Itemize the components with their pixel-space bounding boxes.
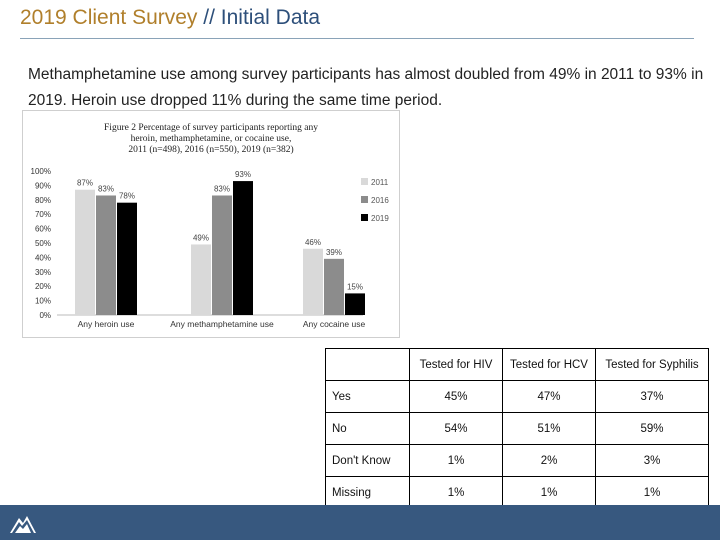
y-tick-label: 30% xyxy=(35,268,51,277)
data-label: 46% xyxy=(305,238,321,247)
intro-text: Methamphetamine use among survey partici… xyxy=(28,66,704,109)
bar-2016 xyxy=(212,195,232,315)
x-category-label: Any heroin use xyxy=(78,319,135,329)
y-tick-label: 70% xyxy=(35,210,51,219)
table-header-hcv: Tested for HCV xyxy=(502,348,596,381)
data-label: 87% xyxy=(77,179,93,188)
y-tick-label: 60% xyxy=(35,225,51,234)
row-label: Don't Know xyxy=(325,444,410,477)
table-row: No 54% 51% 59% xyxy=(325,412,709,445)
y-tick-label: 100% xyxy=(31,167,51,176)
legend-label: 2019 xyxy=(371,214,389,223)
chart-title-line: Figure 2 Percentage of survey participan… xyxy=(104,122,318,133)
footer-bar xyxy=(0,505,720,540)
table-cell: 54% xyxy=(409,412,503,445)
table-cell: 47% xyxy=(502,380,596,413)
bar-2016 xyxy=(96,195,116,315)
table-cell: 2% xyxy=(502,444,596,477)
table-cell: 51% xyxy=(502,412,596,445)
legend-label: 2016 xyxy=(371,196,389,205)
y-tick-label: 90% xyxy=(35,181,51,190)
table-cell: 59% xyxy=(595,412,709,445)
legend-swatch-2019 xyxy=(361,214,368,221)
y-tick-label: 10% xyxy=(35,297,51,306)
x-category-label: Any cocaine use xyxy=(303,319,366,329)
bar-2011 xyxy=(75,189,95,315)
slide-title: 2019 Client Survey // Initial Data xyxy=(20,6,320,30)
slide-title-separator: // xyxy=(203,6,215,29)
bar-2011 xyxy=(303,248,323,315)
chart-title-line: 2011 (n=498), 2016 (n=550), 2019 (n=382) xyxy=(128,144,293,155)
legend-swatch-2011 xyxy=(361,178,368,185)
row-label: Yes xyxy=(325,380,410,413)
title-divider xyxy=(20,38,694,39)
table-row: Don't Know 1% 2% 3% xyxy=(325,444,709,477)
table-cell: 3% xyxy=(595,444,709,477)
row-label: Missing xyxy=(325,476,410,509)
mountain-logo-icon xyxy=(10,516,36,533)
table-cell: 1% xyxy=(409,444,503,477)
table-cell: 37% xyxy=(595,380,709,413)
chart-title-line: heroin, methamphetamine, or cocaine use, xyxy=(131,134,292,144)
data-label: 78% xyxy=(119,192,135,201)
table-cell: 1% xyxy=(409,476,503,509)
legend-label: 2011 xyxy=(371,178,389,187)
x-category-label: Any methamphetamine use xyxy=(170,319,274,329)
table-corner-cell xyxy=(325,348,410,381)
table-header-syphilis: Tested for Syphilis xyxy=(595,348,709,381)
data-label: 49% xyxy=(193,233,209,242)
y-tick-label: 40% xyxy=(35,253,51,262)
table-cell: 45% xyxy=(409,380,503,413)
bar-chart: Figure 2 Percentage of survey participan… xyxy=(22,110,400,338)
bar-2019 xyxy=(233,181,253,315)
y-tick-label: 20% xyxy=(35,282,51,291)
data-label: 93% xyxy=(235,170,251,179)
bar-2016 xyxy=(324,258,344,315)
table-cell: 1% xyxy=(595,476,709,509)
bar-2011 xyxy=(191,244,211,315)
bar-2019 xyxy=(345,293,365,315)
bar-2019 xyxy=(117,202,137,315)
data-label: 83% xyxy=(98,184,114,193)
table-row: Yes 45% 47% 37% xyxy=(325,380,709,413)
data-label: 39% xyxy=(326,248,342,257)
legend-swatch-2016 xyxy=(361,196,368,203)
table-header-hiv: Tested for HIV xyxy=(409,348,503,381)
table-row: Missing 1% 1% 1% xyxy=(325,476,709,509)
slide-title-main: 2019 Client Survey xyxy=(20,6,198,29)
data-label: 83% xyxy=(214,184,230,193)
testing-table: Tested for HIV Tested for HCV Tested for… xyxy=(325,348,709,509)
row-label: No xyxy=(325,412,410,445)
y-tick-label: 80% xyxy=(35,196,51,205)
bar-chart-svg: Figure 2 Percentage of survey participan… xyxy=(31,122,390,329)
y-tick-label: 0% xyxy=(39,311,51,320)
y-tick-label: 50% xyxy=(35,239,51,248)
table-header-row: Tested for HIV Tested for HCV Tested for… xyxy=(325,348,709,381)
table-cell: 1% xyxy=(502,476,596,509)
slide-title-sub: Initial Data xyxy=(220,6,321,29)
data-label: 15% xyxy=(347,282,363,291)
